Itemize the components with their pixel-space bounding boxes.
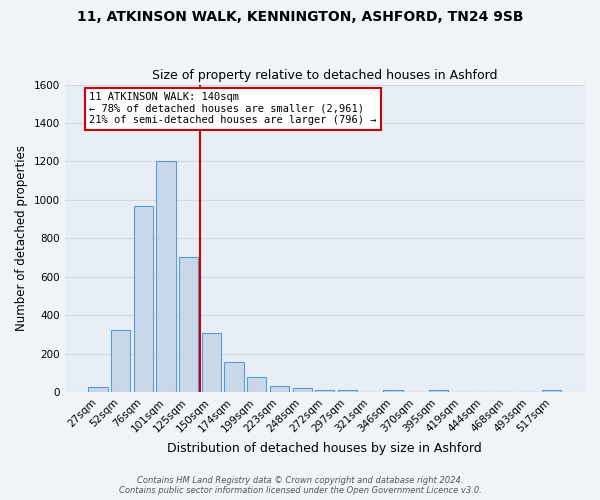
Bar	[293, 388, 312, 392]
Bar	[428, 390, 448, 392]
Bar	[179, 258, 199, 392]
Bar	[134, 206, 153, 392]
Bar	[88, 387, 107, 392]
Bar	[270, 386, 289, 392]
Bar	[247, 376, 266, 392]
Bar	[315, 390, 334, 392]
Text: 11, ATKINSON WALK, KENNINGTON, ASHFORD, TN24 9SB: 11, ATKINSON WALK, KENNINGTON, ASHFORD, …	[77, 10, 523, 24]
Bar	[383, 390, 403, 392]
Bar	[157, 162, 176, 392]
Bar	[202, 334, 221, 392]
Title: Size of property relative to detached houses in Ashford: Size of property relative to detached ho…	[152, 69, 497, 82]
Bar	[542, 390, 562, 392]
Bar	[111, 330, 130, 392]
Y-axis label: Number of detached properties: Number of detached properties	[15, 146, 28, 332]
Text: 11 ATKINSON WALK: 140sqm
← 78% of detached houses are smaller (2,961)
21% of sem: 11 ATKINSON WALK: 140sqm ← 78% of detach…	[89, 92, 376, 126]
X-axis label: Distribution of detached houses by size in Ashford: Distribution of detached houses by size …	[167, 442, 482, 455]
Bar	[224, 362, 244, 392]
Text: Contains HM Land Registry data © Crown copyright and database right 2024.
Contai: Contains HM Land Registry data © Crown c…	[119, 476, 481, 495]
Bar	[338, 390, 357, 392]
